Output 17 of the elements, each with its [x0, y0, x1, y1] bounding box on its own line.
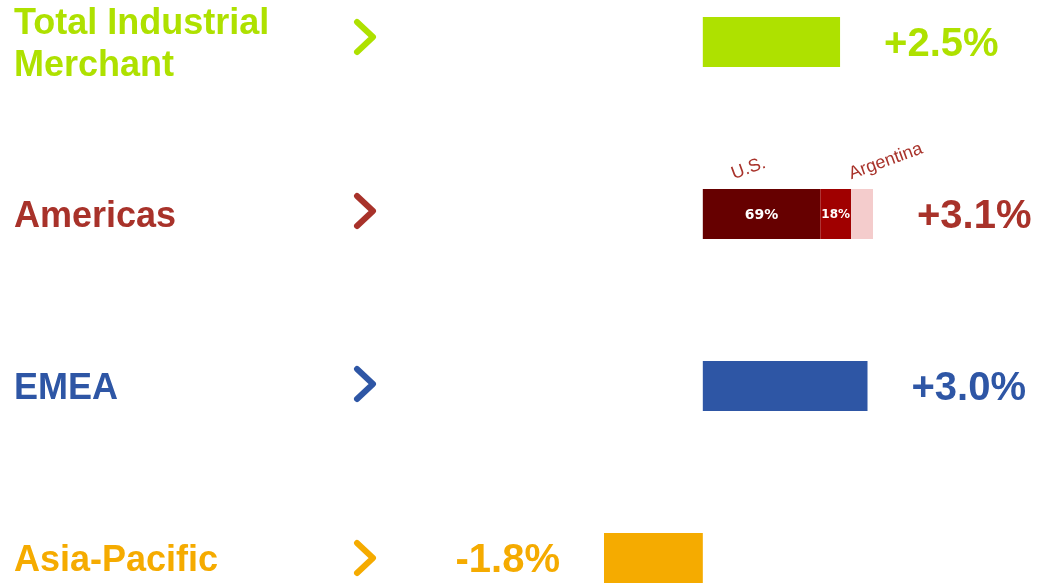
bar	[702, 361, 868, 411]
annotation: 69%	[744, 206, 779, 222]
y-tick-label: Asia-Pacific	[14, 537, 219, 579]
annotation: 18%	[821, 207, 851, 221]
bar	[820, 189, 852, 239]
y-tick-label: Total Industrial Merchant	[14, 0, 280, 84]
bar	[604, 533, 703, 583]
bar	[851, 189, 873, 239]
total-label: +3.1%	[917, 192, 1032, 236]
bar	[702, 189, 821, 239]
data-label: -1.8%	[455, 536, 560, 580]
y-tick-label: Americas	[14, 193, 177, 235]
data-label: +2.5%	[884, 20, 999, 64]
data-label: +3.0%	[911, 364, 1027, 408]
bar	[702, 17, 841, 67]
y-tick-label: EMEA	[14, 365, 119, 407]
text: U.S.	[728, 152, 769, 183]
